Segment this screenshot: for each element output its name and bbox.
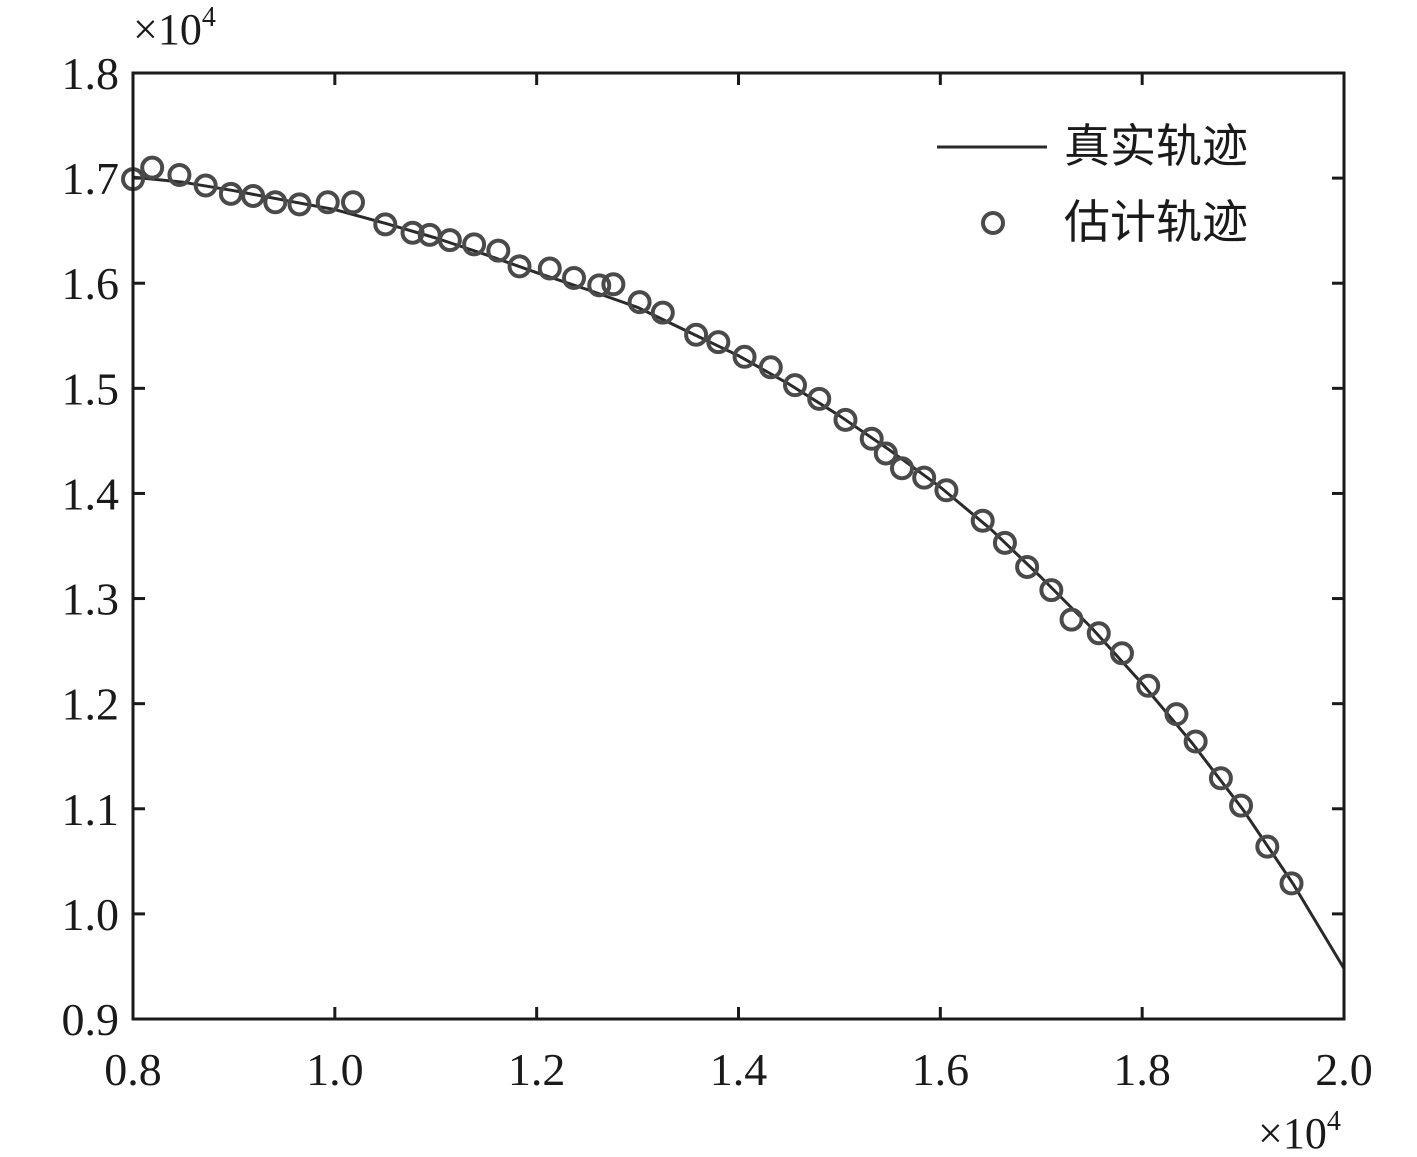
estimated-trajectory-point [833, 407, 858, 432]
estimated-trajectory-point [992, 530, 1017, 555]
data-marks [121, 155, 1346, 970]
estimated-trajectory-point [889, 456, 914, 481]
y-axis-ticks: 0.9 1.0 1.1 1.2 1.3 1.4 1.5 1.6 1.7 1.8 [62, 48, 1344, 1045]
x-tick-label: 1.4 [710, 1044, 768, 1095]
estimated-trajectory-point [706, 330, 731, 355]
estimated-trajectory-point [340, 190, 365, 215]
x-tick-label: 1.2 [508, 1044, 566, 1095]
estimated-trajectory-point [684, 322, 709, 347]
x-tick-label: 2.0 [1315, 1044, 1373, 1095]
estimated-trajectory-point [486, 238, 511, 263]
estimated-trajectory-point [315, 190, 340, 215]
estimated-trajectory-point [601, 272, 626, 297]
estimated-trajectory-point [627, 290, 652, 315]
estimated-trajectory-point [167, 162, 192, 187]
estimated-trajectory-point [1059, 607, 1084, 632]
estimated-trajectory-point [218, 181, 243, 206]
legend-label-true-trajectory: 真实轨迹 [1064, 119, 1248, 173]
y-tick-label: 1.0 [62, 889, 120, 940]
estimated-trajectory-point [462, 232, 487, 257]
estimated-trajectory-point [587, 273, 612, 298]
estimated-trajectory-point [373, 212, 398, 237]
estimated-trajectory-point [1255, 834, 1280, 859]
estimated-trajectory-point [732, 344, 757, 369]
y-tick-label: 1.2 [62, 679, 120, 730]
y-tick-label: 1.1 [62, 784, 120, 835]
x-tick-label: 1.0 [306, 1044, 364, 1095]
estimated-trajectory-point [1136, 673, 1161, 698]
estimated-trajectory-point [562, 265, 587, 290]
y-tick-label: 1.5 [62, 363, 120, 414]
x-axis-ticks: 0.8 1.0 1.2 1.4 1.6 1.8 2.0 [104, 73, 1373, 1095]
x-tick-label: 1.6 [912, 1044, 970, 1095]
estimated-trajectory-point [1183, 729, 1208, 754]
legend: 真实轨迹 估计轨迹 [937, 119, 1248, 249]
estimated-trajectory-point [934, 478, 959, 503]
true-trajectory-line [132, 175, 1346, 970]
estimated-trajectory-point [970, 508, 995, 533]
estimated-trajectory-point [783, 373, 808, 398]
y-tick-label: 1.3 [62, 574, 120, 625]
estimated-trajectory-point [1208, 766, 1233, 791]
estimated-trajectory-point [1229, 793, 1254, 818]
estimated-trajectory-point [193, 173, 218, 198]
estimated-trajectory-point [650, 300, 675, 325]
estimated-trajectory-point [912, 465, 937, 490]
estimated-trajectory-point [507, 254, 532, 279]
estimated-trajectory-point [263, 190, 288, 215]
y-axis-multiplier: ×104 [133, 2, 216, 54]
estimated-trajectory-point [859, 426, 884, 451]
legend-label-estimated-trajectory: 估计轨迹 [1064, 195, 1248, 249]
estimated-trajectory-point [807, 386, 832, 411]
x-tick-label: 0.8 [104, 1044, 162, 1095]
x-axis-multiplier: ×104 [1258, 1106, 1341, 1157]
y-tick-label: 1.7 [62, 153, 120, 204]
estimated-trajectory-point [400, 220, 425, 245]
y-tick-label: 1.4 [62, 468, 120, 519]
y-tick-label: 0.9 [62, 994, 120, 1045]
estimated-trajectory-point [437, 228, 462, 253]
estimated-trajectory-point [140, 155, 165, 180]
estimated-trajectory-point [758, 355, 783, 380]
estimated-trajectory-point [1279, 871, 1304, 896]
plot-frame [131, 71, 1346, 1021]
estimated-trajectory-point [241, 183, 266, 208]
estimated-trajectory-point [1164, 702, 1189, 727]
y-tick-label: 1.6 [62, 258, 120, 309]
estimated-trajectory-point [873, 441, 898, 466]
estimated-trajectory-point [1039, 578, 1064, 603]
x-tick-label: 1.8 [1113, 1044, 1171, 1095]
legend-marker-swatch [981, 211, 1005, 235]
estimated-trajectory-point [537, 256, 562, 281]
estimated-trajectory-point [1086, 621, 1111, 646]
estimated-trajectory-point [1109, 641, 1134, 666]
estimated-trajectory-point [1015, 555, 1040, 580]
estimated-trajectory-point [287, 192, 312, 217]
y-tick-label: 1.8 [62, 48, 120, 99]
